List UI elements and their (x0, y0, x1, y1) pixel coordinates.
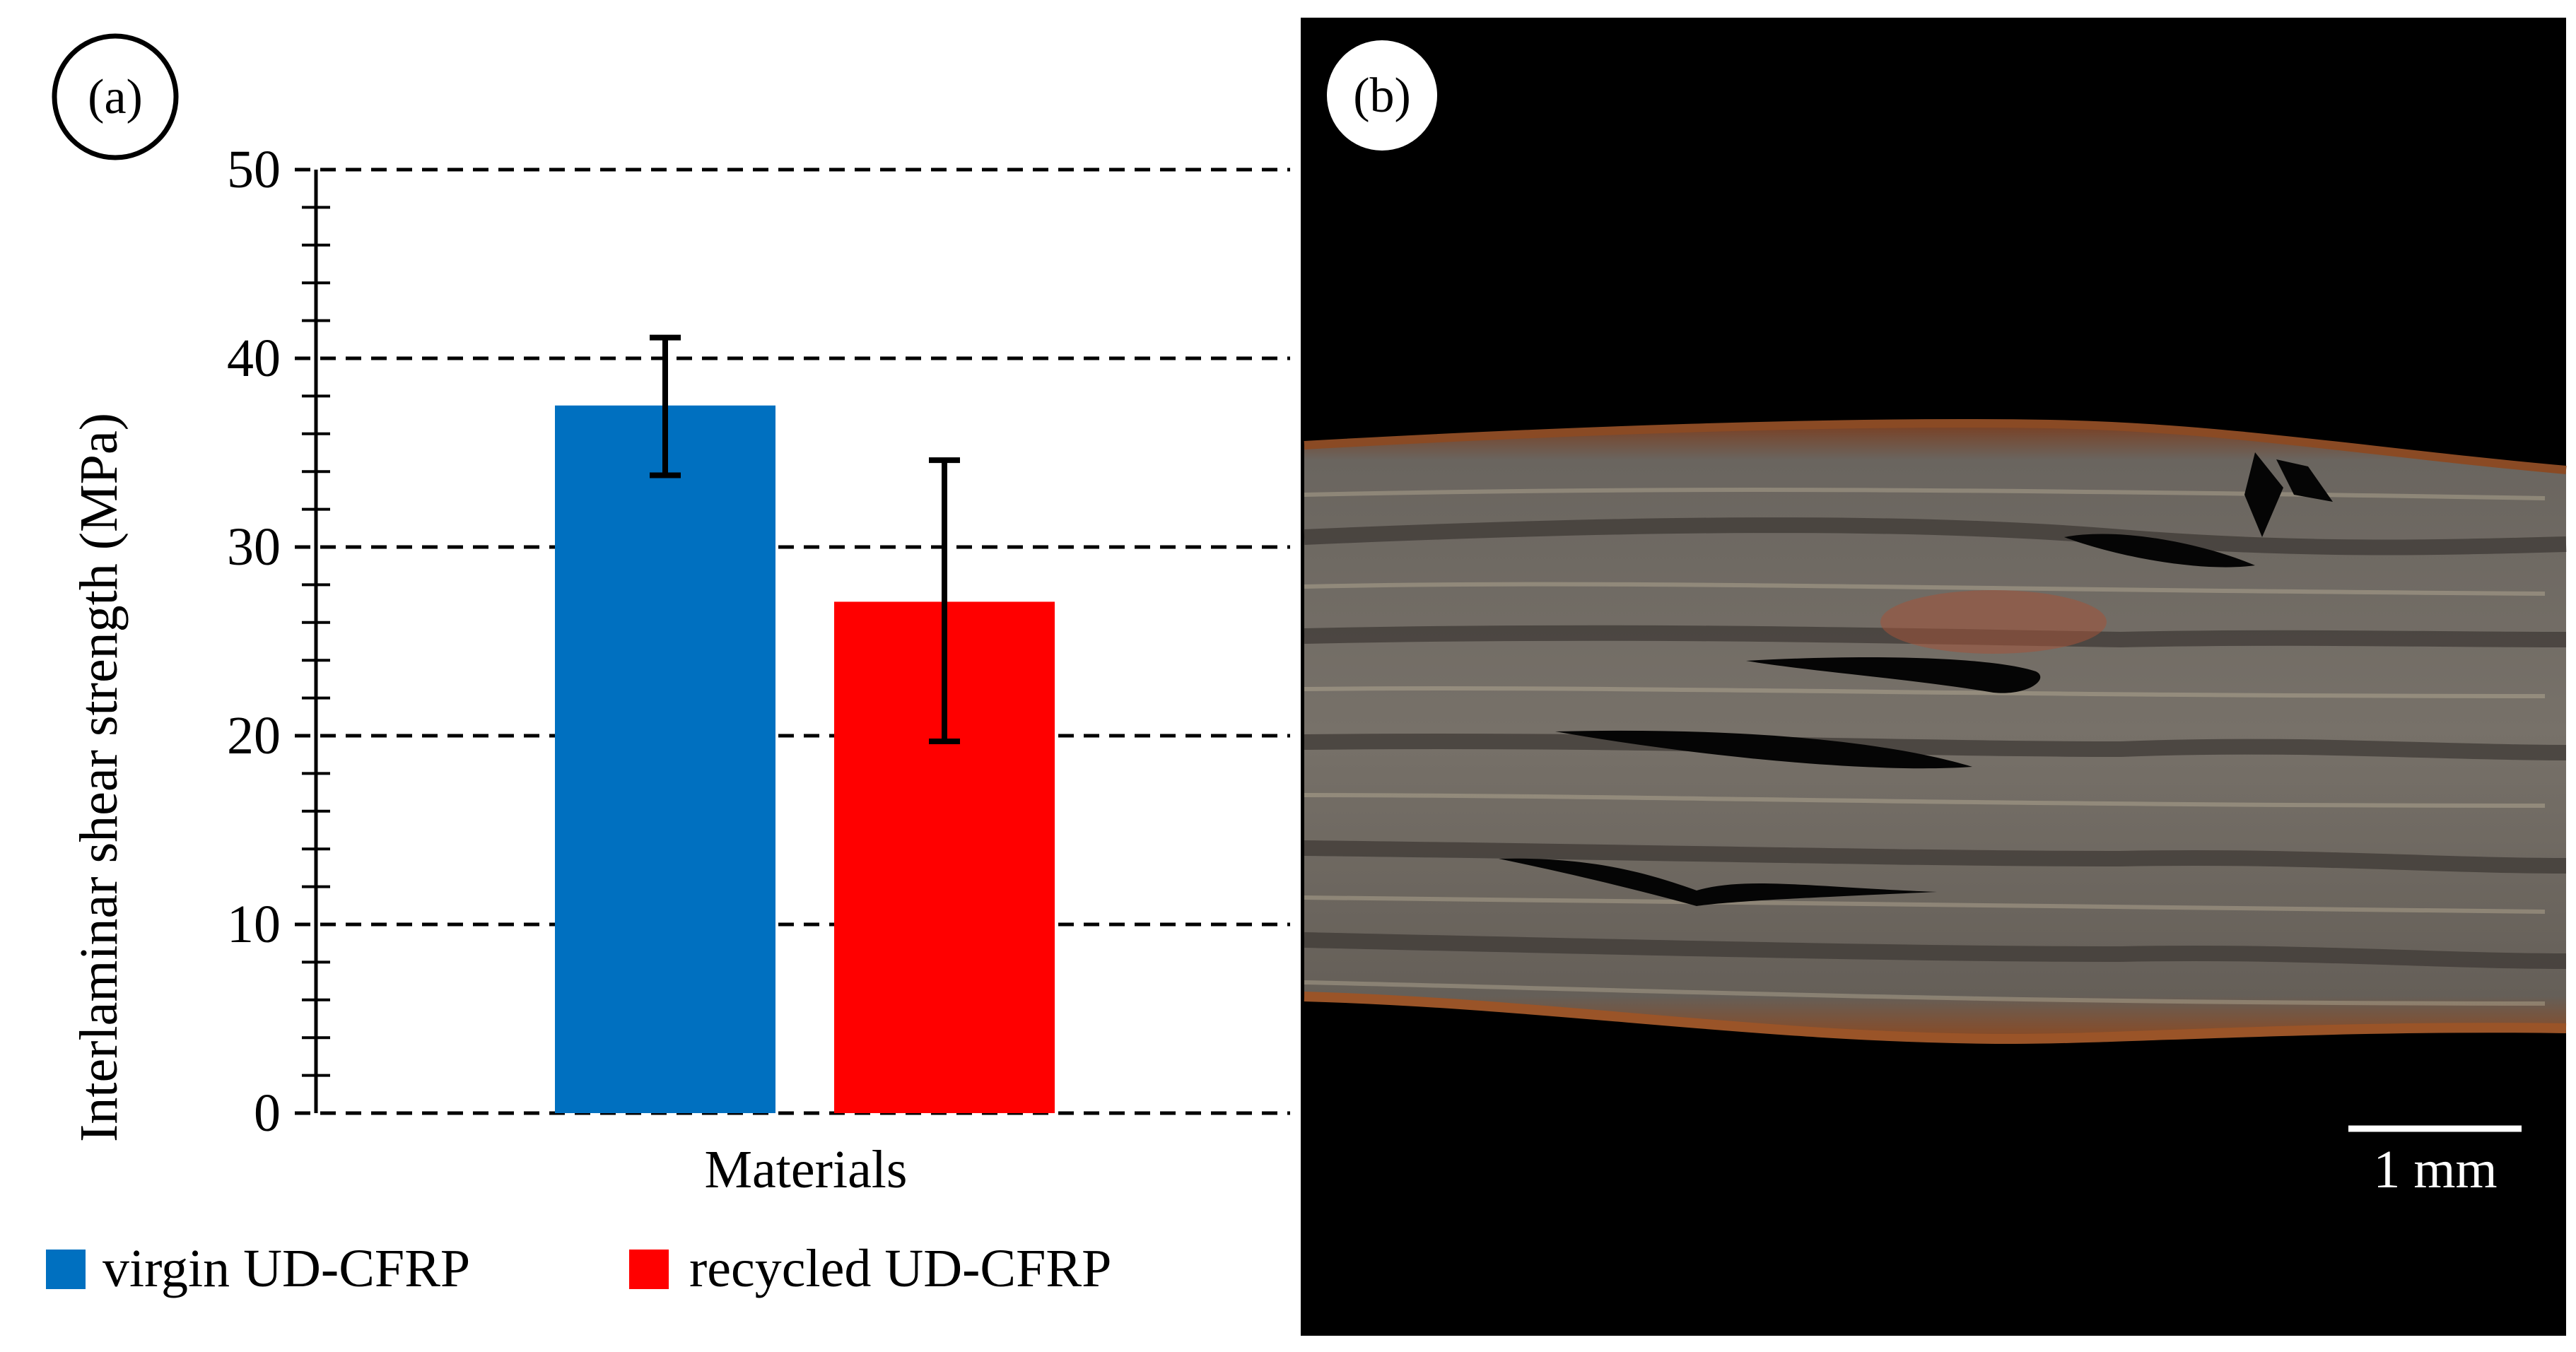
y-axis (302, 170, 330, 1113)
legend: virgin UD-CFRP recycled UD-CFRP (46, 1239, 1111, 1298)
bars (555, 405, 1055, 1113)
y-tick-label-20: 20 (227, 706, 281, 765)
y-tick-label-30: 30 (227, 517, 281, 577)
delamination-cracks (1499, 452, 2333, 906)
y-tick-label-50: 50 (227, 140, 281, 199)
y-axis-label: Interlaminar shear strength (MPa) (69, 413, 129, 1142)
y-tick-label-10: 10 (227, 895, 281, 954)
panel-a-chart: (a) 0 10 20 30 40 50 Interlaminar shear stren… (46, 33, 1290, 1298)
fiber-streaks (1304, 488, 2546, 1006)
laminate-top-rim (1304, 419, 2567, 474)
y-tick-label-40: 40 (227, 329, 281, 388)
laminate-bottom-rim (1304, 992, 2567, 1045)
panel-a-label-circle (52, 33, 179, 160)
legend-label-recycled: recycled UD-CFRP (689, 1239, 1111, 1298)
panel-b-label: (b) (1353, 69, 1411, 123)
panel-b-label-circle (1327, 40, 1437, 151)
error-bars (650, 334, 960, 745)
panel-a-label: (a) (88, 70, 143, 124)
y-tick-labels: 0 10 20 30 40 50 (227, 140, 281, 1143)
y-tick-label-0: 0 (254, 1083, 281, 1143)
legend-swatch-recycled (629, 1250, 669, 1289)
bar-virgin (555, 405, 775, 1113)
legend-swatch-virgin (46, 1250, 86, 1289)
ply-boundaries (1304, 517, 2567, 969)
x-axis-label: Materials (704, 1140, 907, 1199)
panel-b-micrograph: 1 mm (b) (1301, 18, 2567, 1336)
scale-bar-label: 1 mm (2373, 1140, 2497, 1199)
resin-zone (1880, 590, 2107, 654)
legend-label-virgin: virgin UD-CFRP (103, 1239, 470, 1298)
y-gridlines (295, 167, 1290, 1115)
